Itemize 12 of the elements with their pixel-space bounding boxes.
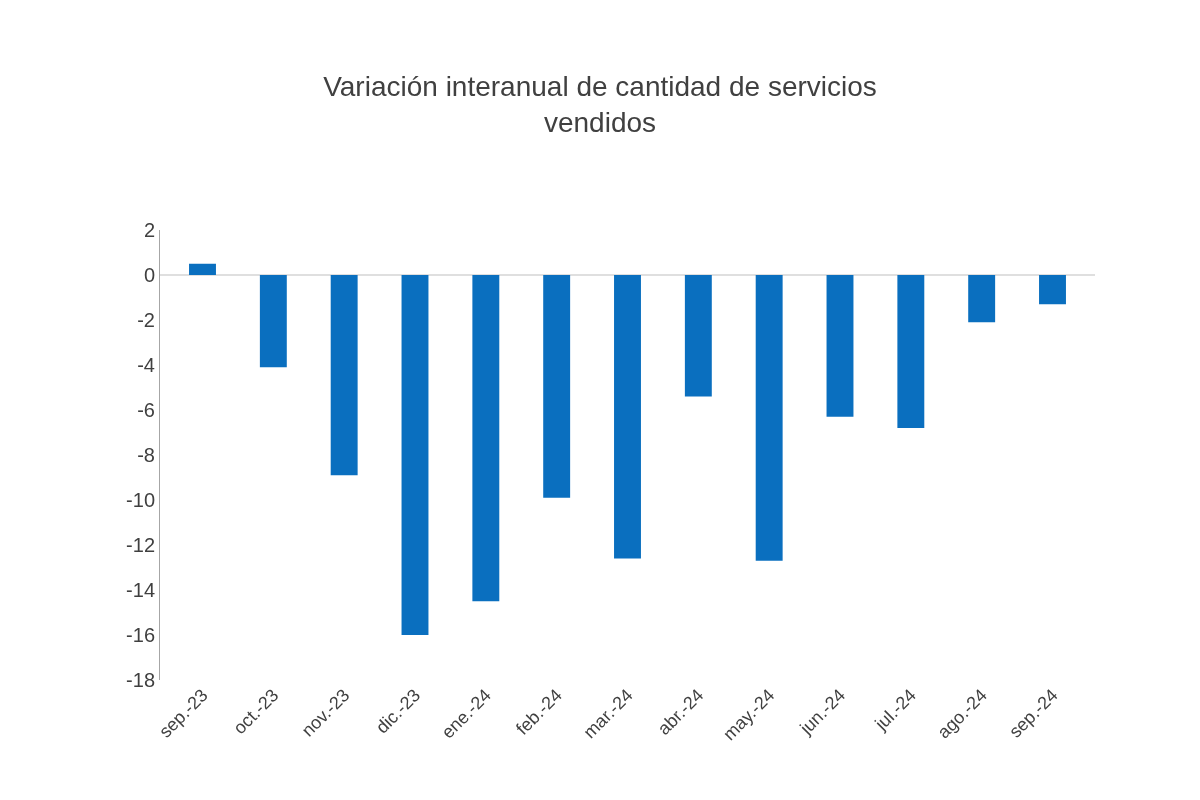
y-tick-label: 2 [143, 219, 155, 241]
y-tick-label: -2 [137, 309, 155, 331]
y-tick-label: -14 [126, 579, 155, 601]
y-tick-label: -6 [137, 399, 155, 421]
y-tick-label: -8 [137, 444, 155, 466]
y-tick-label: -16 [126, 624, 155, 646]
y-tick-label: -4 [137, 354, 155, 376]
chart-title: Variación interanual de cantidad de servicios vendidos [323, 71, 877, 139]
y-tick-label: -18 [126, 669, 155, 691]
y-tick-label: 0 [143, 264, 155, 286]
y-tick-label: -12 [126, 534, 155, 556]
y-tick-label: -10 [126, 489, 155, 511]
